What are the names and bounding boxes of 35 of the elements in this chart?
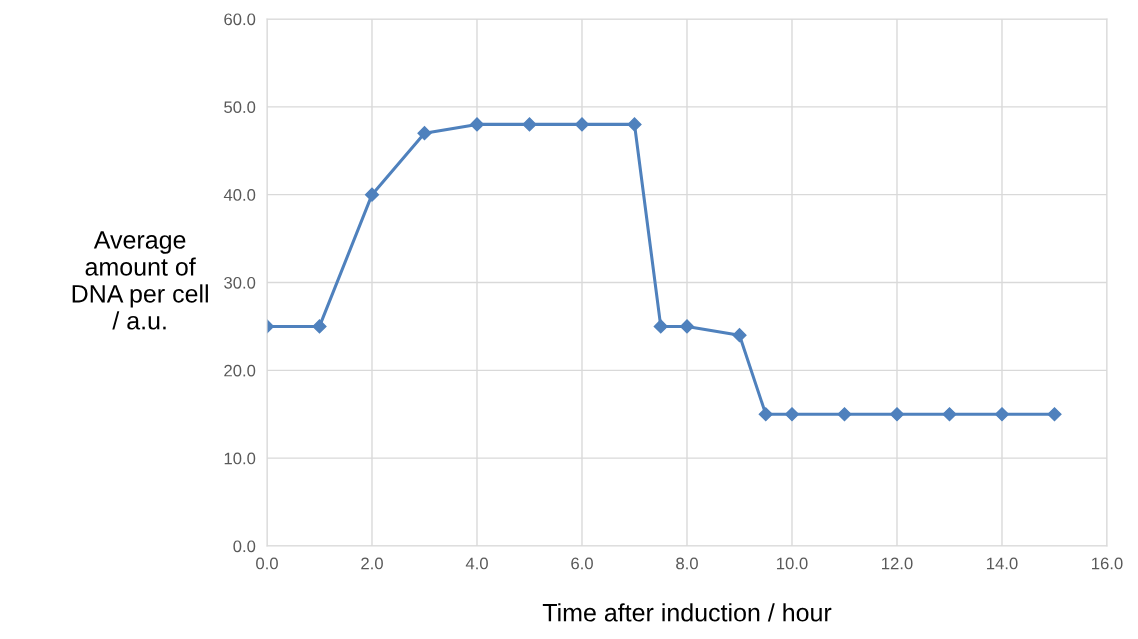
point — [653, 319, 668, 334]
y-tick-label: 50.0 — [224, 101, 256, 114]
x-tick-label: 8.0 — [676, 557, 698, 570]
x-tick-label: 16.0 — [1092, 557, 1123, 570]
y-tick-label: 20.0 — [224, 364, 256, 377]
y-tick-label: 40.0 — [223, 189, 256, 201]
point — [627, 117, 642, 132]
y-tick-label: 10.0 — [224, 452, 256, 465]
x-tick-label: 4.0 — [465, 557, 488, 570]
point — [469, 117, 485, 132]
point — [312, 319, 327, 334]
point — [784, 407, 800, 422]
x-tick-label: 2.0 — [361, 557, 383, 570]
point — [758, 407, 773, 422]
point — [942, 407, 957, 422]
x-tick-label: 0.0 — [256, 557, 278, 570]
x-tick-label: 10.0 — [777, 557, 808, 570]
y-tick-label: 30.0 — [224, 276, 256, 289]
point — [574, 117, 590, 132]
x-tick-label: 14.0 — [987, 557, 1018, 570]
point — [1047, 407, 1062, 422]
point — [679, 319, 695, 334]
point — [837, 407, 852, 422]
y-axis-title: Average amount of DNA per cell / a.u. — [72, 231, 208, 330]
x-axis-title: Time after induction / hour — [542, 603, 832, 622]
point — [732, 328, 747, 343]
point — [364, 187, 380, 202]
x-tick-label: 6.0 — [571, 557, 593, 570]
y-tick-label: 0.0 — [233, 540, 256, 553]
x-tick-label: 12.0 — [882, 557, 913, 570]
point — [417, 126, 432, 141]
point — [522, 117, 537, 132]
point — [994, 407, 1010, 422]
y-tick-label: 60.0 — [224, 13, 256, 26]
point — [889, 407, 905, 422]
